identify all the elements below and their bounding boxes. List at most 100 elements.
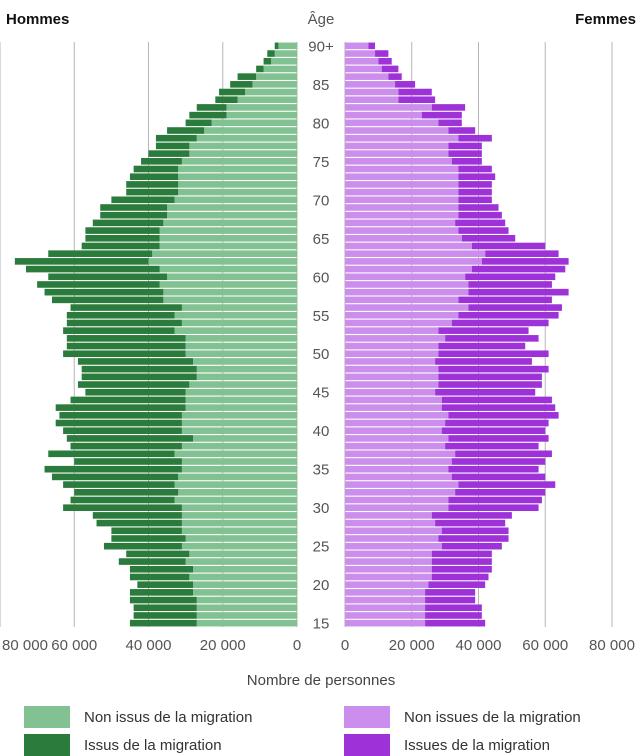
x-axis-ticks: 80 000 60 000 40 000 20 000 0 0 20 000 40 000 60… bbox=[2, 637, 635, 654]
bar-hommes-non-issus bbox=[181, 419, 297, 427]
bar-femmes-non-issues bbox=[345, 396, 442, 404]
bar-femmes-non-issues bbox=[345, 358, 436, 365]
bar-hommes-non-issus bbox=[174, 311, 297, 319]
bar-femmes-non-issues bbox=[345, 519, 436, 527]
bar-hommes-issus bbox=[155, 134, 197, 142]
bar-hommes-issus bbox=[81, 365, 197, 373]
bar-hommes-non-issus bbox=[196, 612, 297, 619]
bar-hommes-non-issus bbox=[152, 250, 297, 257]
bar-hommes-non-issus bbox=[274, 50, 297, 57]
bar-hommes-issus bbox=[100, 211, 168, 219]
bar-hommes-non-issus bbox=[252, 81, 297, 88]
bar-hommes-issus bbox=[44, 465, 182, 473]
age-tick-label: 90+ bbox=[308, 38, 334, 55]
bar-femmes-non-issues bbox=[345, 504, 449, 511]
bar-hommes-non-issus bbox=[181, 319, 297, 327]
bar-femmes-non-issues bbox=[345, 65, 382, 73]
bar-femmes-issues bbox=[388, 73, 402, 80]
bar-femmes-issues bbox=[468, 281, 552, 288]
bar-femmes-non-issues bbox=[345, 96, 399, 104]
bar-femmes-non-issues bbox=[345, 73, 389, 80]
bar-femmes-issues bbox=[448, 150, 482, 157]
bar-femmes-issues bbox=[448, 435, 549, 442]
bar-femmes-non-issues bbox=[345, 512, 432, 519]
bar-femmes-non-issues bbox=[345, 596, 426, 604]
bar-hommes-issus bbox=[263, 57, 272, 65]
bar-hommes-non-issus bbox=[159, 234, 297, 242]
bar-femmes-non-issues bbox=[345, 527, 442, 535]
bar-femmes-issues bbox=[421, 111, 462, 119]
bar-femmes-issues bbox=[441, 404, 556, 411]
bar-hommes-non-issus bbox=[181, 542, 297, 550]
bar-femmes-issues bbox=[445, 442, 539, 450]
legend-swatch-issues bbox=[344, 734, 390, 756]
bar-femmes-issues bbox=[448, 504, 539, 511]
bar-femmes-issues bbox=[451, 158, 482, 165]
bar-femmes-non-issues bbox=[345, 273, 466, 281]
bar-femmes-issues bbox=[431, 558, 492, 565]
legend-label-issues: Issues de la migration bbox=[404, 736, 550, 754]
bar-femmes-non-issues bbox=[345, 165, 459, 173]
bar-hommes-issus bbox=[66, 311, 175, 319]
bar-femmes-issues bbox=[461, 234, 516, 242]
bar-femmes-issues bbox=[431, 550, 492, 558]
bar-femmes-issues bbox=[438, 119, 462, 127]
bar-hommes-non-issus bbox=[178, 165, 297, 173]
bar-hommes-non-issus bbox=[181, 527, 297, 535]
bar-femmes-non-issues bbox=[345, 365, 439, 373]
bar-hommes-non-issus bbox=[196, 619, 297, 627]
bar-femmes-issues bbox=[448, 412, 559, 419]
bar-femmes-non-issues bbox=[345, 335, 446, 342]
bar-femmes-non-issues bbox=[345, 142, 449, 150]
bar-hommes-issus bbox=[66, 342, 186, 350]
bar-hommes-issus bbox=[103, 542, 182, 550]
bar-femmes-issues bbox=[458, 296, 552, 304]
bar-hommes-issus bbox=[51, 296, 164, 304]
bar-femmes-non-issues bbox=[345, 111, 422, 119]
bar-femmes-non-issues bbox=[345, 373, 439, 381]
bar-femmes-issues bbox=[445, 419, 549, 427]
right-panel-title: Femmes bbox=[575, 11, 636, 28]
bar-femmes-non-issues bbox=[345, 381, 439, 388]
bar-hommes-non-issus bbox=[185, 404, 297, 411]
bar-hommes-issus bbox=[77, 381, 190, 388]
bar-femmes-issues bbox=[438, 365, 549, 373]
bar-femmes-non-issues bbox=[345, 81, 396, 88]
bar-hommes-non-issus bbox=[181, 512, 297, 519]
bar-hommes-non-issus bbox=[174, 327, 297, 334]
bar-hommes-issus bbox=[77, 358, 194, 365]
bar-hommes-non-issus bbox=[263, 65, 297, 73]
bar-femmes-non-issues bbox=[345, 258, 482, 265]
bar-femmes-issues bbox=[431, 512, 512, 519]
bar-hommes-non-issus bbox=[193, 589, 297, 596]
bar-femmes-non-issues bbox=[345, 473, 452, 481]
bar-hommes-issus bbox=[167, 127, 205, 134]
bar-hommes-non-issus bbox=[237, 96, 297, 104]
bar-hommes-non-issus bbox=[174, 481, 297, 488]
bar-hommes-non-issus bbox=[193, 358, 297, 365]
bar-femmes-non-issues bbox=[345, 311, 459, 319]
bar-hommes-non-issus bbox=[159, 227, 297, 234]
bar-hommes-issus bbox=[155, 142, 190, 150]
bar-hommes-non-issus bbox=[178, 173, 297, 181]
bar-femmes-non-issues bbox=[345, 188, 459, 196]
x-tick-label: 80 000 bbox=[589, 637, 635, 654]
bar-femmes-issues bbox=[458, 204, 499, 211]
bar-hommes-issus bbox=[129, 596, 197, 604]
bar-hommes-issus bbox=[74, 458, 182, 465]
bar-femmes-non-issues bbox=[345, 219, 456, 227]
bar-hommes-issus bbox=[96, 519, 182, 527]
bar-femmes-non-issues bbox=[345, 550, 432, 558]
bar-hommes-issus bbox=[70, 396, 186, 404]
bar-hommes-issus bbox=[237, 73, 257, 80]
bar-hommes-non-issus bbox=[181, 412, 297, 419]
age-axis: 15 20 25 30 35 40 45 50 55 60 65 70 75 80 85 90+ bbox=[308, 38, 334, 632]
bar-hommes-issus bbox=[92, 512, 182, 519]
age-tick-label: 75 bbox=[313, 154, 330, 171]
bar-femmes-non-issues bbox=[345, 604, 426, 612]
bar-femmes-issues bbox=[435, 519, 506, 527]
grid-lines bbox=[0, 42, 613, 627]
bar-femmes-issues bbox=[458, 188, 492, 196]
bar-hommes-issus bbox=[111, 535, 186, 542]
bar-hommes-non-issus bbox=[178, 181, 297, 188]
